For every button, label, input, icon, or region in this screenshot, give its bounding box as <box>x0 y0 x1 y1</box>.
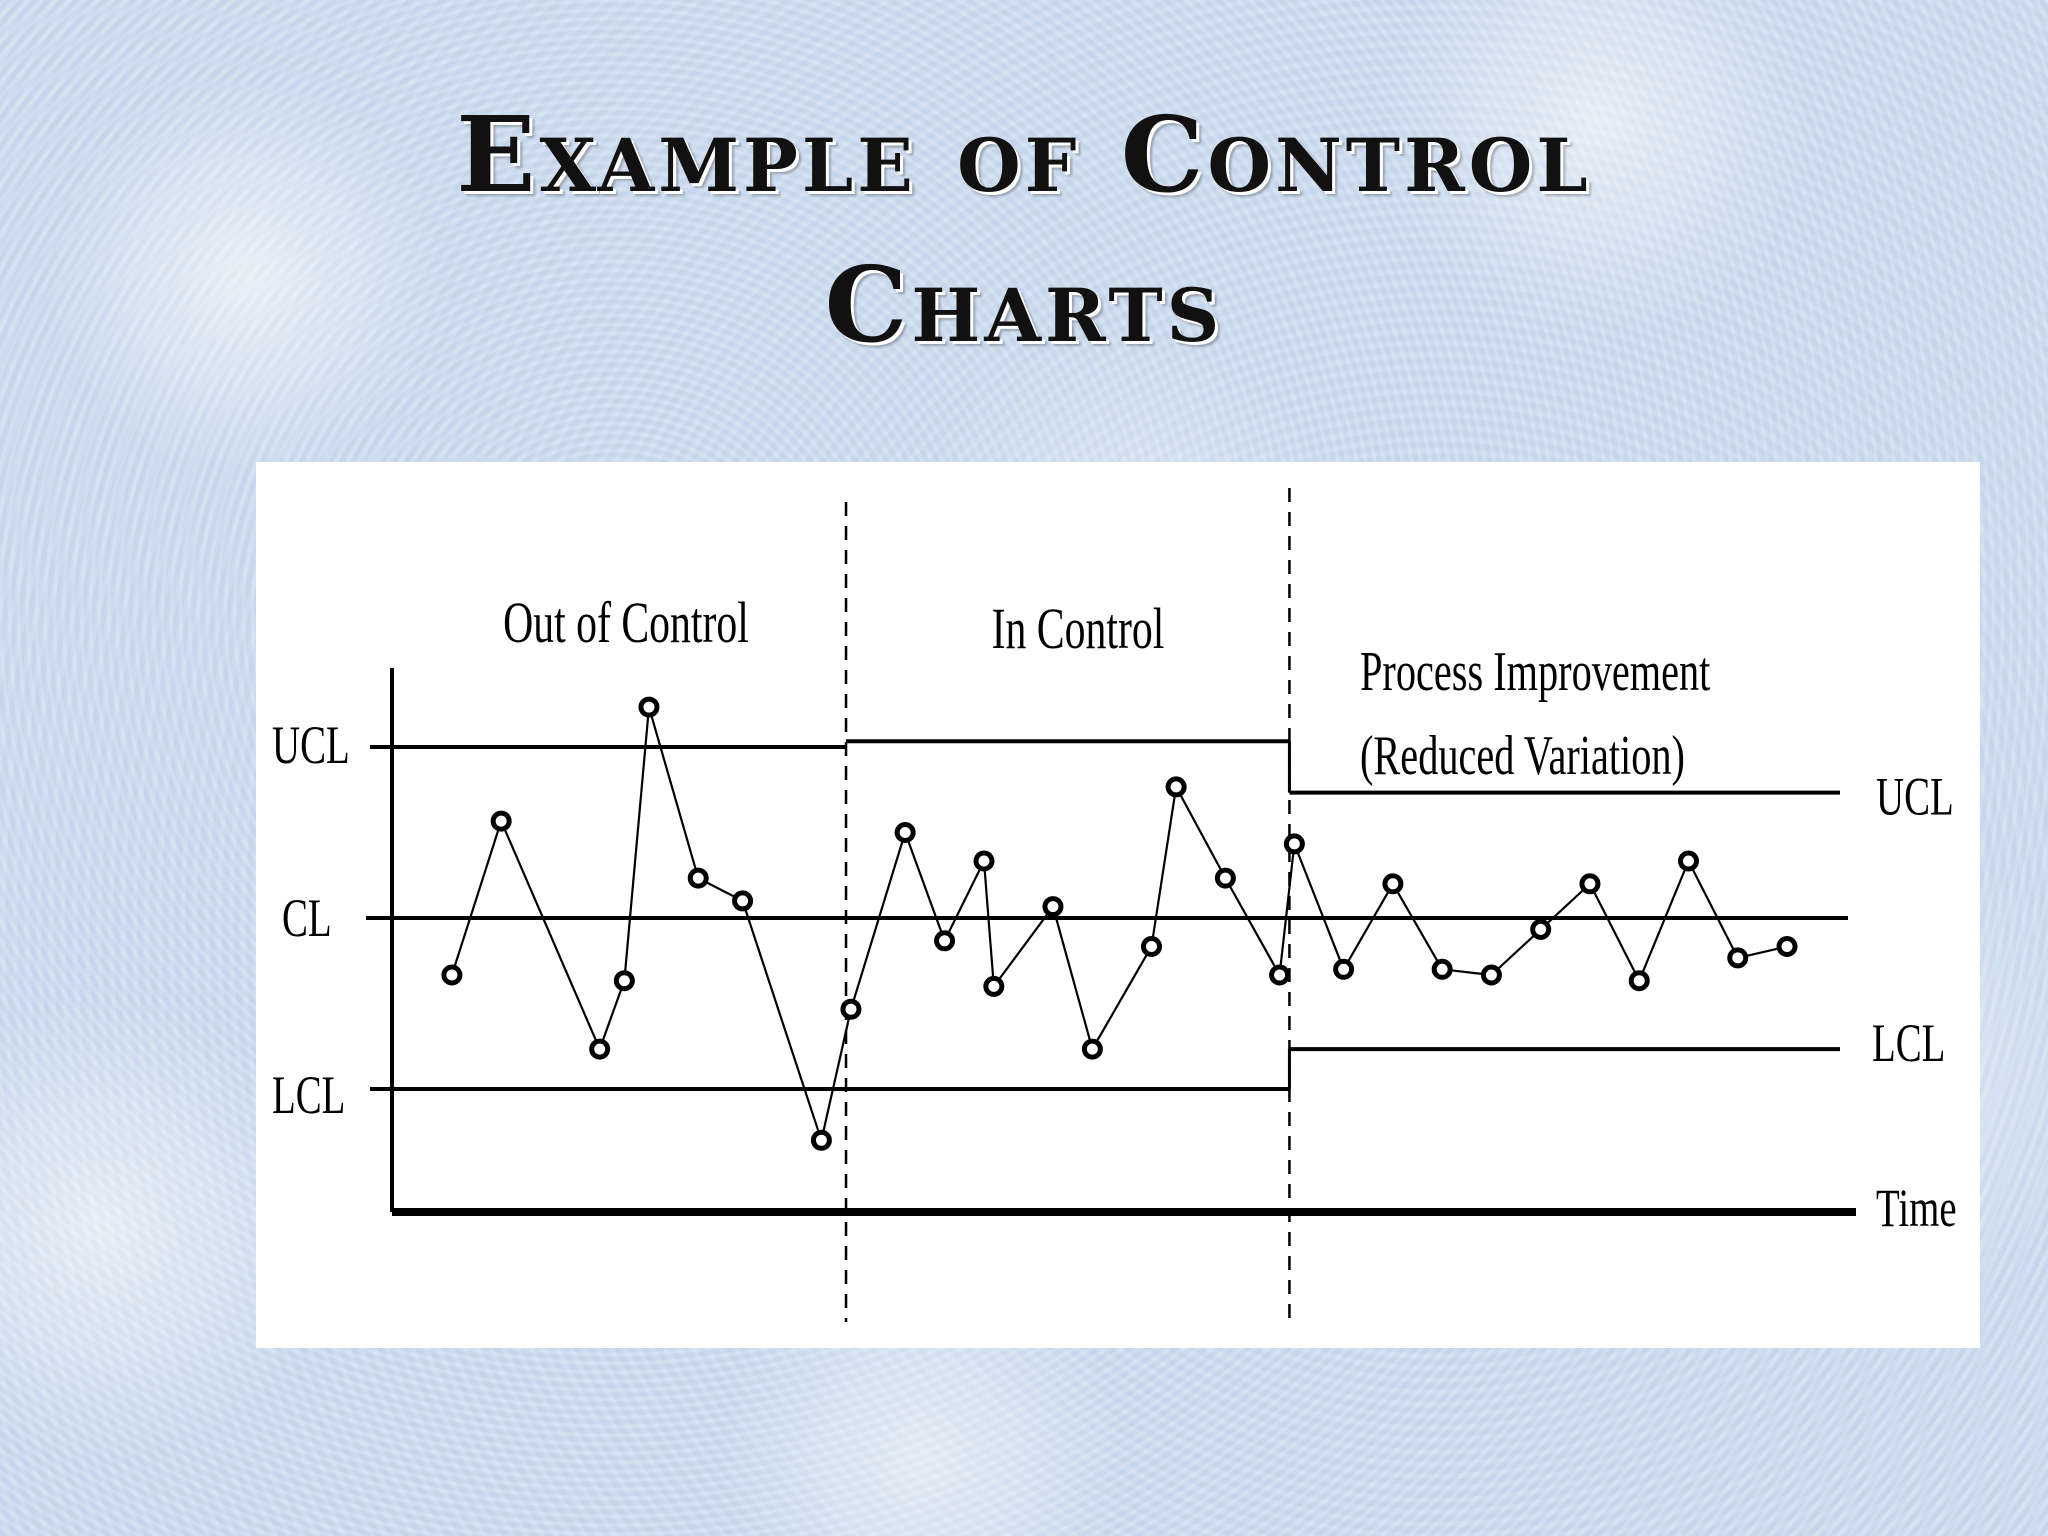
lcl-label-left: LCL <box>272 1066 345 1126</box>
phase-label-process-improvement: Process Improvement <box>1360 641 1711 703</box>
data-point-14 <box>1042 896 1064 918</box>
data-point-13 <box>983 975 1005 997</box>
data-point-25 <box>1530 918 1552 940</box>
control-chart: Out of Control In Control Process Improvem… <box>272 488 1957 1322</box>
data-point-27 <box>1628 970 1650 992</box>
slide-title-line-1: Example of Control <box>456 93 1592 216</box>
data-point-12 <box>973 850 995 872</box>
cl-label-left: CL <box>282 889 332 949</box>
phase-label-reduced-variation: (Reduced Variation) <box>1360 725 1685 787</box>
data-point-22 <box>1382 873 1404 895</box>
data-point-4 <box>613 970 635 992</box>
data-point-3 <box>589 1038 611 1060</box>
data-point-28 <box>1677 850 1699 872</box>
data-point-21 <box>1333 958 1355 980</box>
data-point-8 <box>810 1129 832 1151</box>
lcl-label-right: LCL <box>1872 1014 1945 1074</box>
data-point-26 <box>1579 873 1601 895</box>
data-point-16 <box>1140 936 1162 957</box>
data-point-19 <box>1269 964 1291 986</box>
data-point-6 <box>687 867 709 889</box>
data-point-24 <box>1480 964 1502 986</box>
data-point-11 <box>934 930 956 952</box>
data-point-17 <box>1165 776 1187 798</box>
data-point-7 <box>732 890 754 912</box>
phase-label-in-control: In Control <box>992 596 1165 660</box>
data-point-9 <box>840 998 862 1020</box>
data-point-1 <box>441 964 463 986</box>
slide-title-line-2: Charts <box>824 243 1224 366</box>
data-point-5 <box>638 696 660 718</box>
phase-label-out-of-control: Out of Control <box>503 590 749 654</box>
slide-title: Example of Control Charts <box>0 80 2048 380</box>
data-point-15 <box>1081 1038 1103 1060</box>
data-point-18 <box>1214 867 1236 889</box>
data-point-23 <box>1431 958 1453 980</box>
ucl-label-right: UCL <box>1876 768 1954 828</box>
ucl-label-left: UCL <box>272 716 350 776</box>
series-line-1 <box>450 706 1788 1142</box>
data-point-30 <box>1776 936 1798 957</box>
data-point-20 <box>1283 833 1305 855</box>
x-axis-label-time: Time <box>1876 1179 1957 1239</box>
data-point-2 <box>490 810 512 832</box>
control-chart-panel: Out of Control In Control Process Improvem… <box>256 462 1980 1348</box>
data-point-29 <box>1727 947 1749 969</box>
data-point-10 <box>894 822 916 843</box>
